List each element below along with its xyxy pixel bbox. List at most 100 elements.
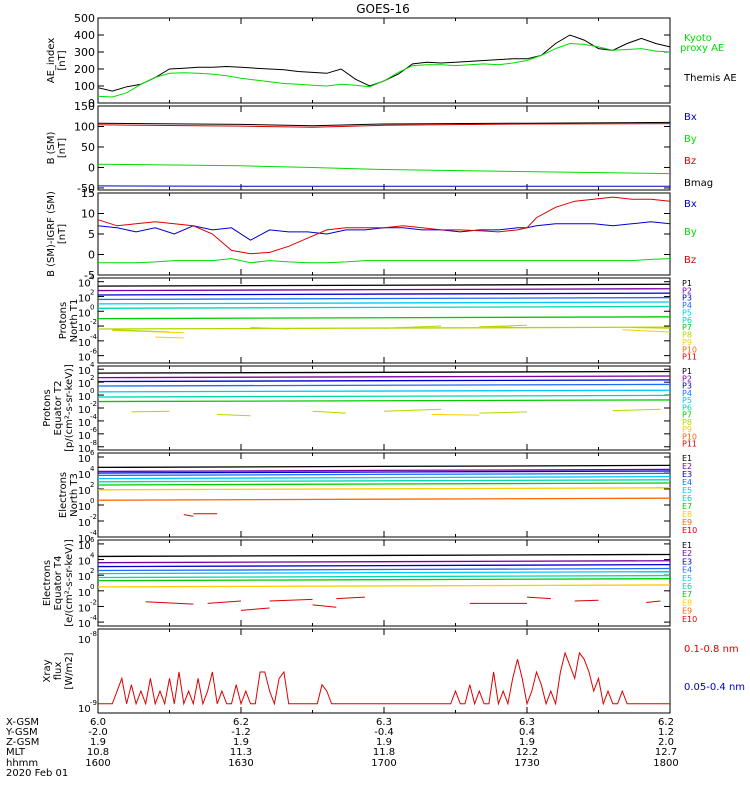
y-tick-label: 0 <box>90 387 94 395</box>
y-tick-label: -5 <box>84 269 95 282</box>
legend-entry: E5 <box>682 486 692 495</box>
legend-entry: P8 <box>682 331 692 340</box>
x-info-value: 0.4 <box>519 727 535 738</box>
y-tick-label: 0 <box>90 497 94 505</box>
legend-entry: Bmag <box>684 178 713 189</box>
flux-channel-line <box>97 394 671 398</box>
legend-entry: P6 <box>682 403 692 412</box>
y-tick-label: 10 <box>78 338 91 349</box>
flux-channel-line <box>97 578 671 582</box>
flux-segment <box>217 413 251 417</box>
legend-entry: E8 <box>682 598 692 607</box>
legend-entry: 0.1-0.8 nm <box>684 644 739 655</box>
legend-entry: Bz <box>684 255 696 266</box>
legend-entry: P10 <box>682 345 697 354</box>
legend-entry: 0.05-0.4 nm <box>684 682 745 693</box>
flux-channel-line <box>97 296 671 301</box>
x-info-value: 6.3 <box>376 717 392 728</box>
flux-channel-line <box>97 288 671 292</box>
panel-7: Electrons Equator T4 [e/(cm²-s-sr-keV)] 106… <box>42 536 697 630</box>
y-tick-label: -6 <box>90 426 98 434</box>
x-info-value: 1600 <box>85 758 110 769</box>
legend-entry: E6 <box>682 494 692 503</box>
y-tick-label: 100 <box>74 120 95 133</box>
flux-channel-line <box>97 370 671 374</box>
panel-4: Protons North T110410210010-210-410-6P1P2… <box>58 274 697 364</box>
flux-channel-line <box>97 472 671 477</box>
y-tick-label: 10 <box>78 557 91 568</box>
y-tick-label: 4 <box>90 552 95 560</box>
legend-entry: E7 <box>682 590 692 599</box>
y-tick-label: -4 <box>90 614 98 622</box>
x-info-value: 6.3 <box>519 717 535 728</box>
series-line <box>97 196 671 255</box>
y-axis-label: [p/(cm²-s-sr-keV)] <box>64 364 75 452</box>
flux-segment <box>646 600 661 604</box>
y-tick-label: 200 <box>74 63 95 76</box>
y-tick-label: 10 <box>78 635 91 646</box>
flux-channel-line <box>97 482 671 486</box>
y-axis-label: [W/m2] <box>64 652 75 689</box>
flux-segment <box>479 411 528 414</box>
legend-entry: E2 <box>682 549 692 558</box>
y-tick-label: 10 <box>78 379 91 390</box>
legend-entry: E3 <box>682 557 692 566</box>
x-info-value: -1.2 <box>231 727 251 738</box>
x-info-row: MLT 10.8 11.3 11.8 12.2 12.7 <box>6 747 677 758</box>
legend-entry: P11 <box>682 353 697 362</box>
legend-entry: Themis AE <box>683 73 737 84</box>
x-info-value: 12.7 <box>655 747 677 758</box>
legend-entry: P1 <box>682 279 692 288</box>
y-tick-label: 10 <box>78 279 91 290</box>
y-tick-label: -9 <box>90 699 97 707</box>
flux-channel-line <box>97 379 671 383</box>
y-tick-label: 4 <box>90 361 95 369</box>
y-tick-label: -2 <box>90 513 97 521</box>
legend-entry: E1 <box>682 454 692 463</box>
y-tick-label: 300 <box>74 46 95 59</box>
panel-frame <box>97 628 671 714</box>
x-info-value: -0.4 <box>374 727 394 738</box>
y-axis-label: Protons <box>42 389 53 426</box>
legend-entry: E9 <box>682 607 692 616</box>
series-line <box>97 163 671 175</box>
flux-segment <box>574 599 599 602</box>
panel-2: B (SM) [nT] 150 100 50 0 -50 Bx By Bz Bmag <box>46 100 713 195</box>
x-info-value: 1630 <box>228 758 253 769</box>
y-tick-label: -2 <box>90 400 97 408</box>
x-info-row: hhmm 1600 1630 1700 1730 1800 <box>6 758 679 769</box>
y-tick-label: -50 <box>77 182 95 195</box>
y-axis-label: flux <box>53 662 64 681</box>
y-tick-label: -4 <box>90 413 98 421</box>
x-info-value: 12.2 <box>516 747 538 758</box>
legend-entry: E9 <box>682 518 692 527</box>
y-tick-label: 10 <box>78 518 91 529</box>
flux-channel-line <box>97 301 671 305</box>
y-axis-label: North T1 <box>69 299 80 343</box>
legend-entry: E10 <box>682 615 697 624</box>
flux-channel-line <box>97 475 671 480</box>
flux-segment <box>250 327 289 330</box>
y-axis-label: [nT] <box>57 224 68 244</box>
legend-entry: P1 <box>682 367 692 376</box>
y-tick-label: -8 <box>90 630 97 638</box>
x-info-value: 1.9 <box>90 737 106 748</box>
legend-entry: Kyoto <box>684 33 712 44</box>
legend-entry: E1 <box>682 541 692 550</box>
flux-segment <box>479 324 528 328</box>
flux-segment <box>526 596 551 600</box>
flux-channel-line <box>97 283 671 287</box>
flux-segment <box>336 596 365 600</box>
y-tick-label: 10 <box>78 534 91 545</box>
legend-entry: E10 <box>682 526 697 535</box>
panel-8: Xray flux [W/m2]10-810-90.1-0.8 nm0.05-0.4… <box>42 628 745 715</box>
legend-entry: P4 <box>682 301 692 310</box>
y-tick-label: 4 <box>90 465 95 473</box>
flux-segment <box>155 336 184 339</box>
y-tick-label: 10 <box>78 293 91 304</box>
y-tick-label: 10 <box>78 588 91 599</box>
series-line <box>97 34 671 92</box>
legend-entry: Bx <box>684 112 697 123</box>
